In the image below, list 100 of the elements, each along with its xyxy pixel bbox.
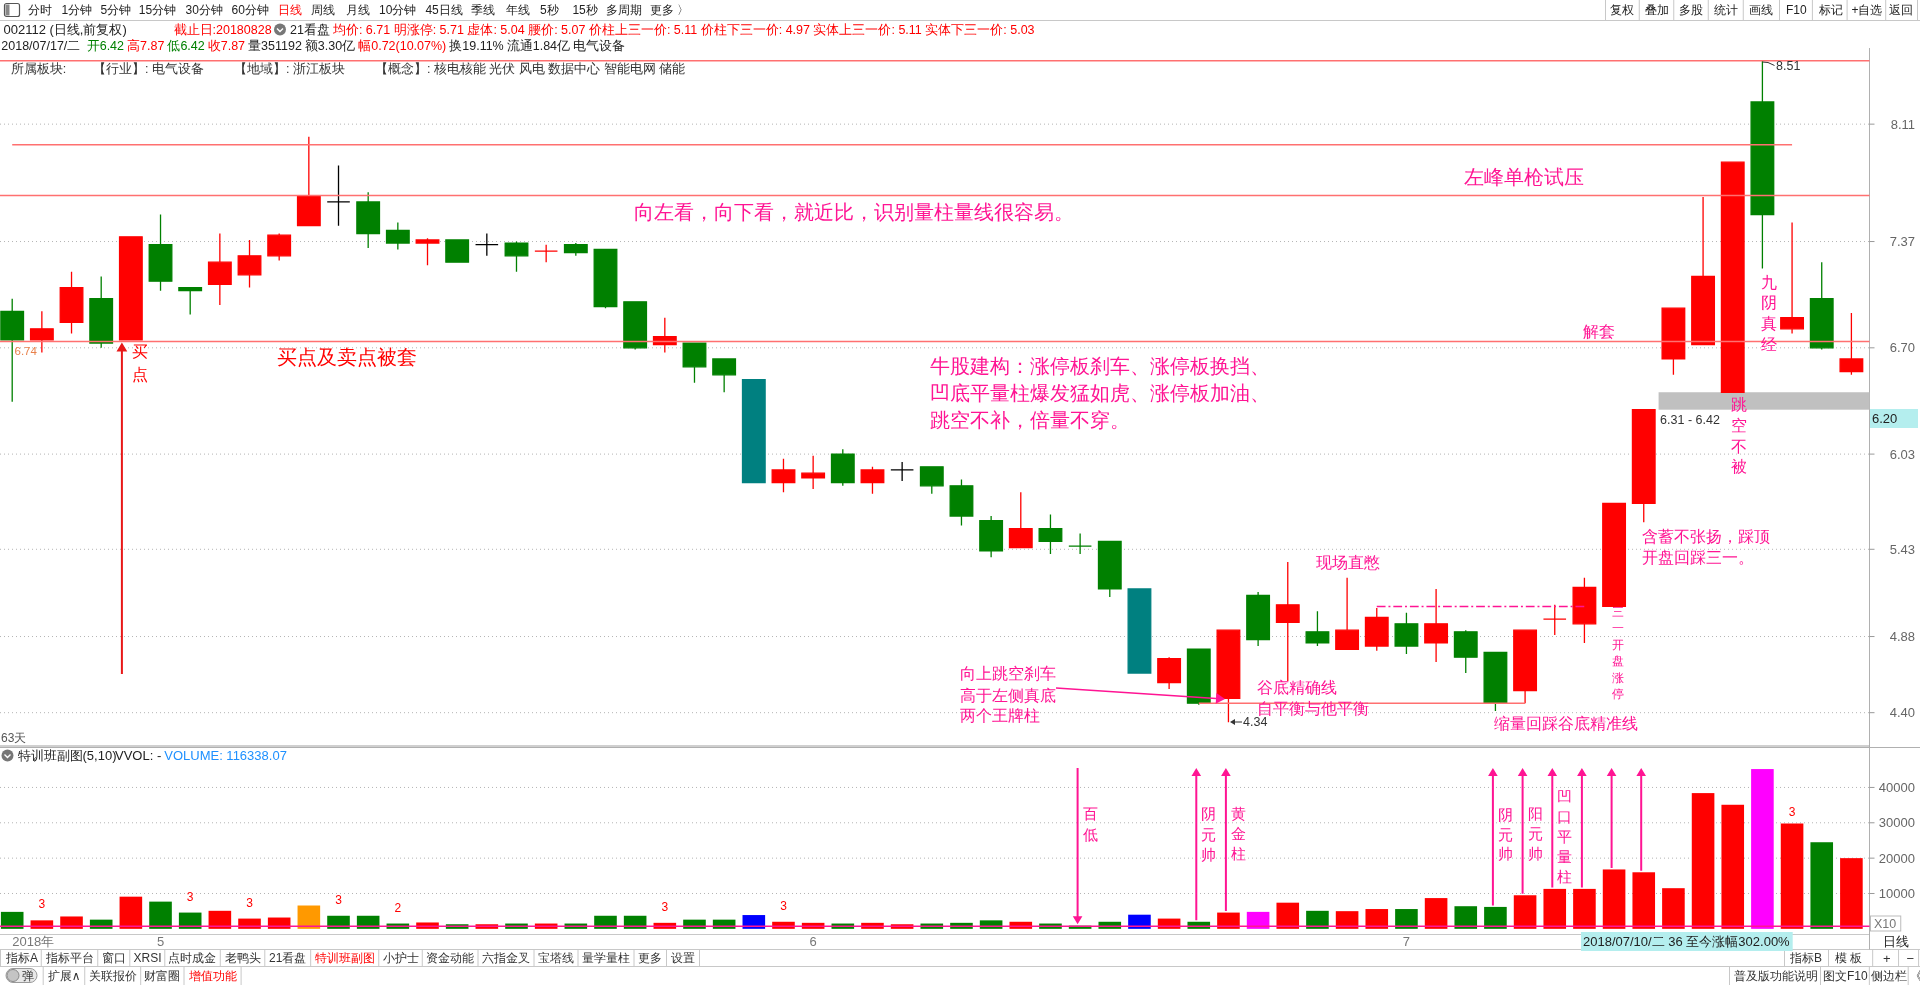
annotation: 流通1.84亿: [506, 37, 571, 53]
candlestick: [356, 191, 381, 249]
bar: [742, 915, 766, 929]
y-tick-label: 10000: [1878, 885, 1915, 901]
candlestick: [326, 164, 351, 227]
candlestick: [207, 232, 232, 306]
candlestick: [1157, 656, 1182, 690]
annotation: 跳空不补，倍量不穿。: [930, 408, 1130, 431]
text: F10: [1786, 3, 1807, 17]
text: 更多 〉: [649, 3, 689, 17]
text: 均价: 6.71 明涨停: 5.71 虚体: 5.04 腰价: 5.07 价柱上三一价: 5.11 价柱下三一价: 4.97 实体上三一价: 5.11 实体下三一价: 5.03: [331, 22, 1035, 37]
candlestick: [1750, 60, 1775, 270]
annotation: 收7.87: [207, 38, 246, 53]
text: 标记: [1817, 3, 1843, 17]
annotation: 三一开盘涨停: [1612, 606, 1624, 700]
candlestick: [59, 271, 84, 335]
y-tick-label: 4.40: [1889, 705, 1915, 721]
text: 财富圈: [144, 968, 181, 983]
text: 侧边栏: [1870, 968, 1907, 983]
bar: [1128, 914, 1151, 929]
annotation: 开6.42: [86, 38, 125, 53]
candlestick: [979, 515, 1004, 558]
candlestick: [1394, 612, 1419, 655]
text: 2018年: [12, 934, 55, 950]
candlestick: [445, 239, 470, 263]
text: 弹: [21, 968, 34, 983]
text: 资金动能: [426, 951, 474, 966]
candlestick: [1631, 409, 1656, 523]
annotation: 所属板块:: [10, 61, 67, 76]
bar: [60, 916, 83, 929]
candlestick: [1661, 307, 1686, 376]
candlestick: [1097, 540, 1122, 598]
text: 扩展∧: [47, 968, 81, 983]
y-tick-label: 20000: [1878, 850, 1915, 866]
bar: [0, 911, 24, 929]
annotation: 3: [661, 899, 669, 914]
text: 小护士: [382, 951, 419, 966]
bar: [1543, 888, 1567, 929]
y-tick-label: 40000: [1878, 779, 1915, 795]
candlestick: [682, 342, 707, 384]
bar: [1365, 909, 1389, 929]
y-tick-label: 8.11: [1890, 116, 1915, 132]
text: 返回: [1889, 3, 1913, 17]
candlestick: [1127, 588, 1152, 674]
bar: [327, 915, 350, 929]
text: 增值功能: [187, 968, 237, 983]
annotation: 4.34: [1243, 715, 1268, 729]
y-tick-label: 7.37: [1889, 234, 1915, 250]
candlestick: [1424, 588, 1449, 663]
text: 图文F10: [1823, 968, 1868, 983]
text: 2018/07/10/二 36 至今涨幅302.00%: [1583, 934, 1791, 949]
text: 更多: [638, 951, 662, 966]
text: 6.20: [1872, 411, 1898, 426]
annotation: VOLUME: 116338.07: [164, 748, 287, 764]
bar: [1662, 888, 1685, 929]
candlestick: [830, 448, 855, 487]
text: 复权: [1610, 3, 1634, 17]
annotation: 向左看，向下看，就近比，识别量柱量线很容易。: [634, 200, 1074, 223]
annotation: 阴元帅: [1497, 805, 1513, 862]
candlestick: [1453, 629, 1478, 674]
bar: [1217, 912, 1240, 929]
text: 15秒: [572, 3, 598, 17]
annotation: 低6.42: [167, 38, 205, 53]
bar: [1513, 895, 1537, 929]
candlestick: [1483, 651, 1508, 712]
candlestick: [1839, 312, 1864, 376]
annotation: 2: [394, 900, 402, 915]
annotation: 高于左侧真底: [960, 686, 1056, 704]
candlestick: [1780, 221, 1805, 335]
candlestick: [237, 239, 262, 289]
candlestick: [1720, 161, 1745, 393]
text: 特训班副图: [315, 951, 375, 966]
annotation: 跳空不被: [1731, 395, 1747, 475]
candlestick: [1246, 591, 1271, 647]
text: 指标A: [5, 951, 39, 966]
text: 日线: [1883, 934, 1909, 950]
annotation: 高7.87: [127, 37, 165, 53]
bar: [1840, 858, 1863, 929]
text: 年线: [505, 3, 530, 17]
annotation: 黄金柱: [1230, 804, 1246, 862]
text: 1分钟: [61, 3, 93, 17]
annotation: 现场直憋: [1316, 553, 1380, 571]
annotation: 开盘回踩三一。: [1641, 548, 1754, 566]
text: 多股: [1679, 3, 1703, 17]
candlestick: [1602, 502, 1627, 608]
candlestick: [741, 378, 766, 484]
text: 季线: [471, 3, 495, 17]
candlestick: [148, 213, 173, 292]
annotation: 解套: [1583, 322, 1615, 340]
text: 宝塔线: [538, 951, 574, 966]
text: 模 板: [1835, 951, 1863, 966]
bar: [1780, 823, 1804, 929]
y-tick-label: 5.43: [1889, 541, 1915, 557]
text: 5秒: [540, 3, 559, 17]
bar: [1484, 906, 1507, 929]
text: 10分钟: [379, 3, 417, 17]
annotation: 【概念】: 核电核能 光伏 风电 数据中心 智能电网 储能: [375, 60, 686, 76]
bar: [1602, 869, 1626, 929]
ref-line-label: 左峰单枪试压: [1463, 166, 1584, 189]
text: 指标B: [1789, 951, 1823, 966]
